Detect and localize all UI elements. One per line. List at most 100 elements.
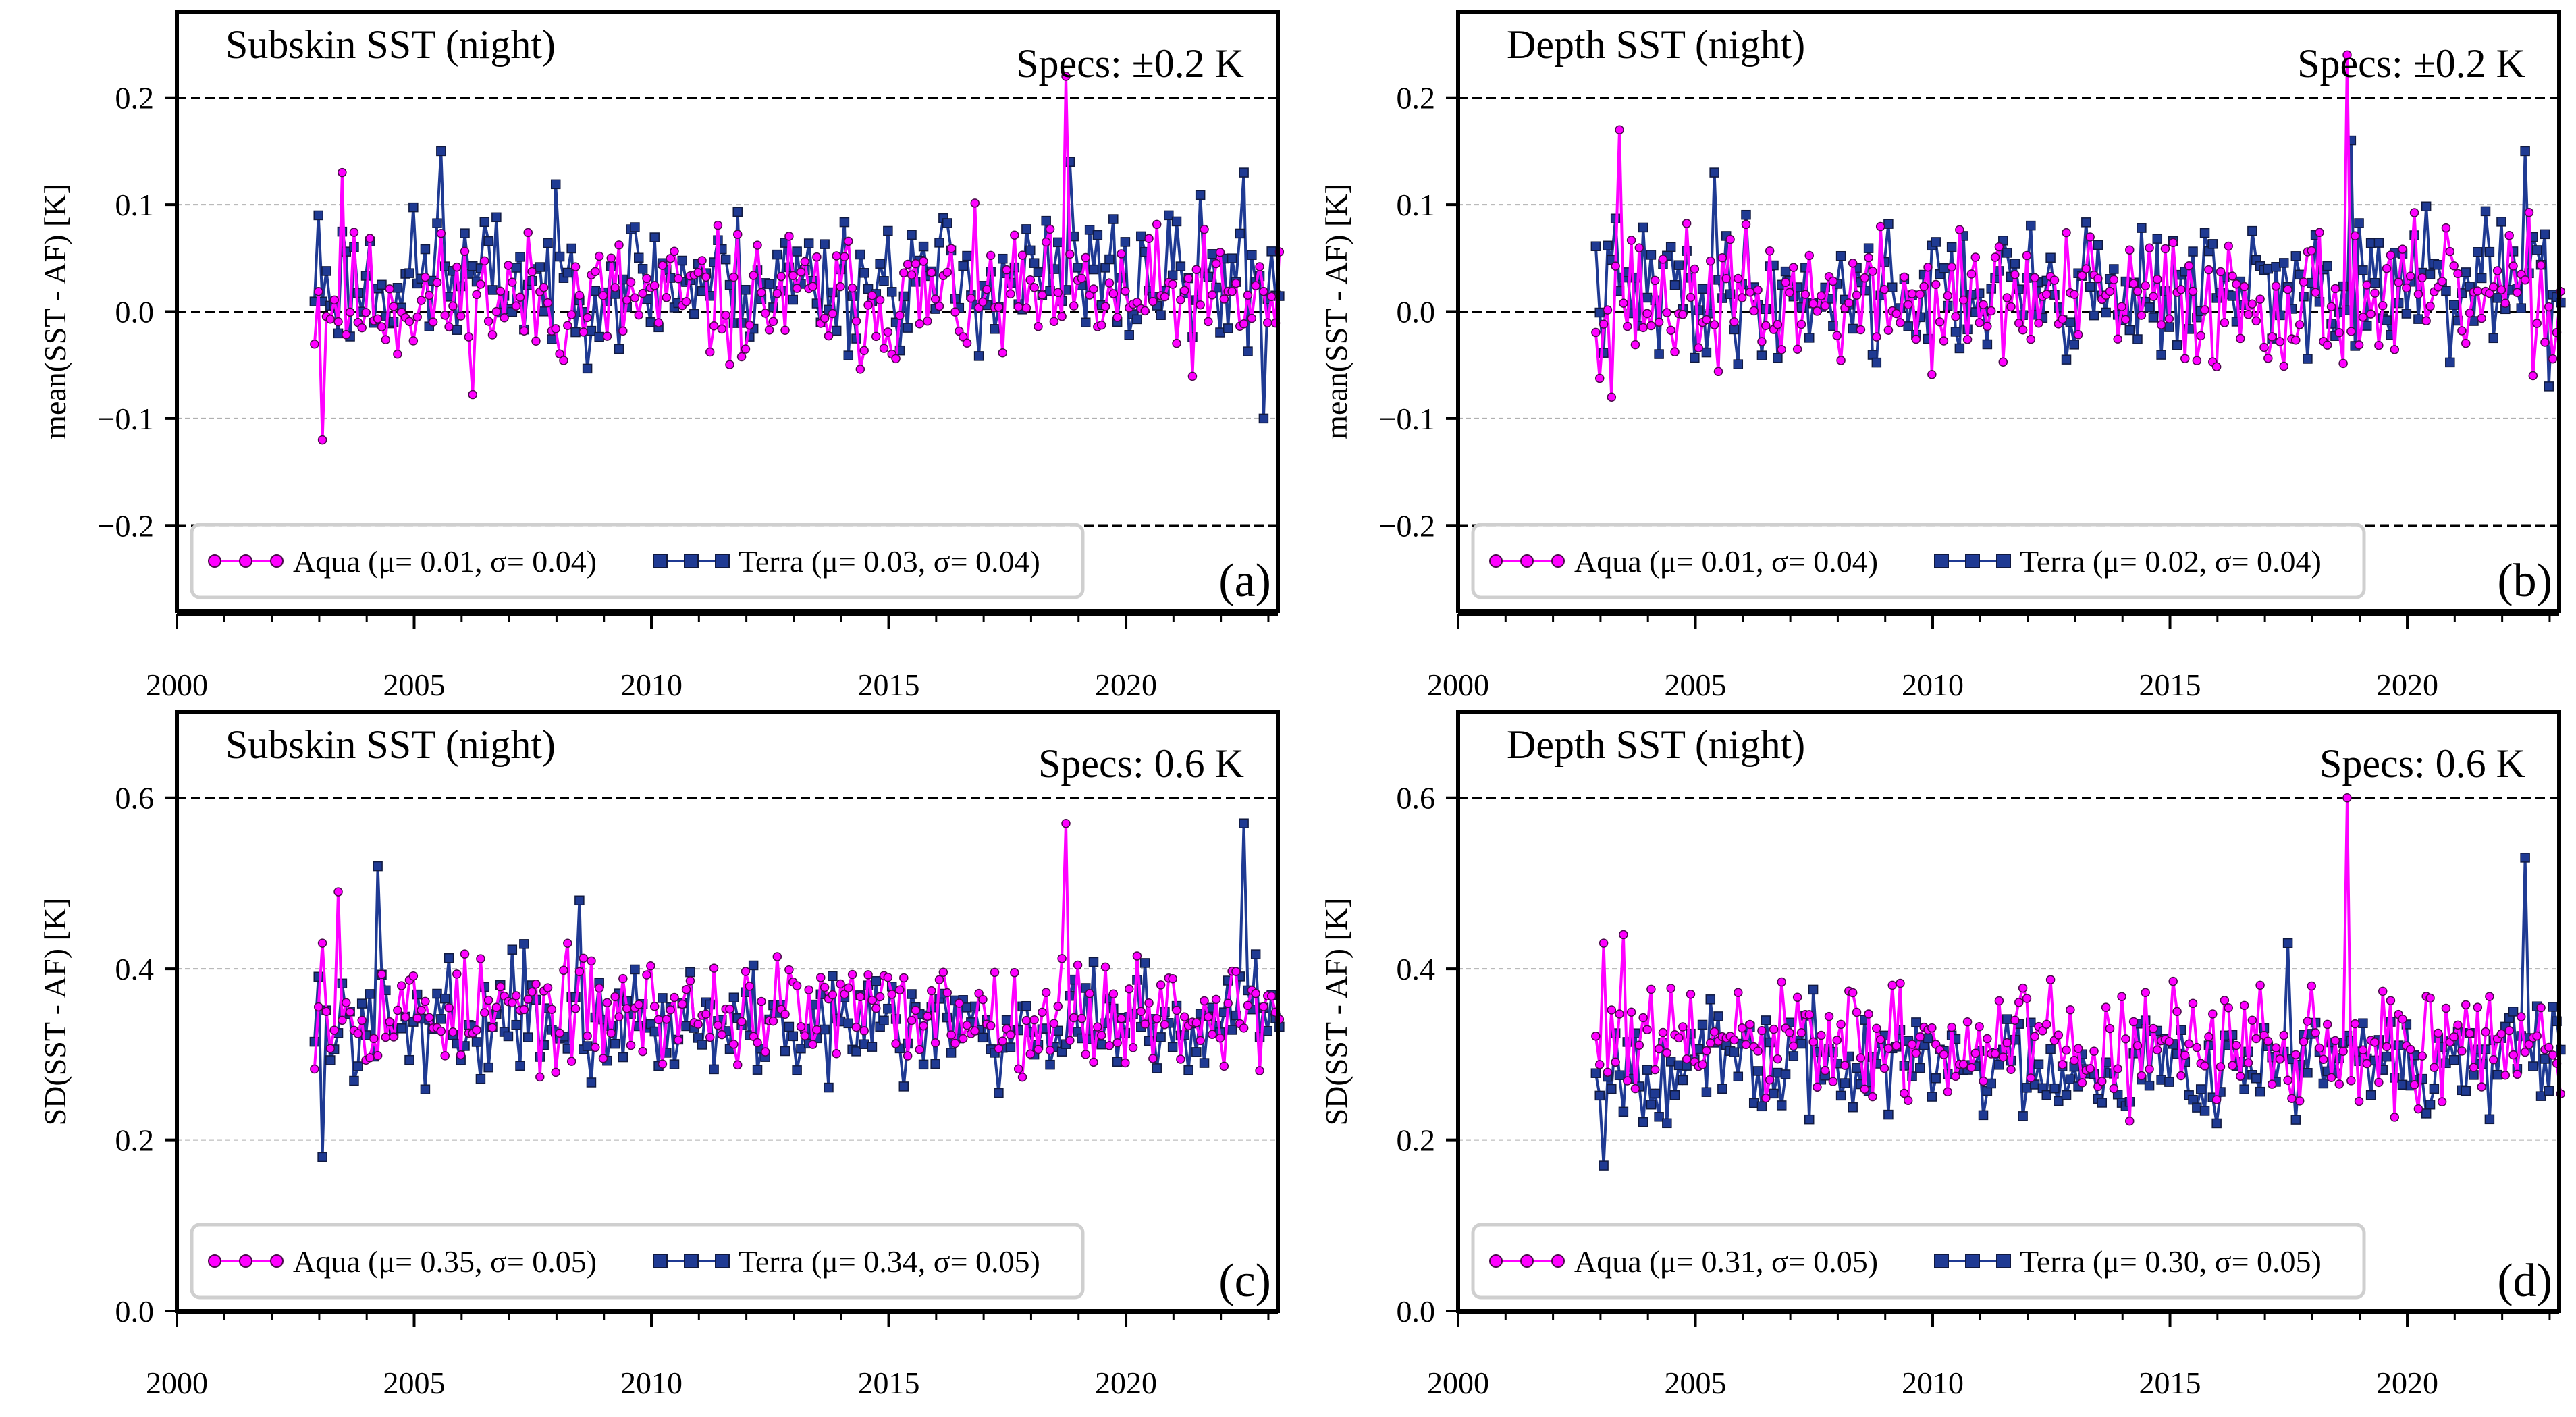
aqua-point: [1211, 994, 1221, 1005]
aqua-point: [649, 1001, 660, 1011]
terra-point: [2303, 354, 2313, 364]
aqua-point: [923, 1011, 932, 1021]
aqua-point: [1927, 1023, 1937, 1033]
aqua-point: [919, 257, 928, 266]
terra-point: [907, 989, 917, 999]
aqua-point: [2105, 286, 2115, 296]
aqua-point: [784, 965, 794, 975]
aqua-point: [1622, 321, 1632, 331]
terra-point: [2528, 1061, 2538, 1071]
aqua-point: [408, 971, 419, 981]
aqua-point: [448, 301, 458, 311]
aqua-point: [2267, 1079, 2277, 1089]
aqua-point: [2488, 282, 2498, 292]
legend-aqua-label: Aqua (μ= 0.01, σ= 0.04): [293, 544, 597, 579]
aqua-point: [1207, 290, 1217, 300]
aqua-point: [2132, 286, 2143, 296]
aqua-point: [760, 1047, 770, 1057]
terra-point: [1191, 1047, 1202, 1057]
aqua-point: [1840, 1061, 1850, 1070]
legend-box: [190, 523, 1085, 599]
aqua-point: [1065, 249, 1075, 259]
terra-point: [483, 236, 493, 246]
y-tick-label: 0.0: [115, 1294, 155, 1329]
aqua-point: [523, 228, 533, 238]
terra-point: [1741, 209, 1751, 220]
aqua-point: [377, 322, 387, 331]
aqua-point: [732, 230, 743, 239]
terra-point: [977, 1032, 988, 1043]
aqua-point: [2524, 207, 2534, 217]
terra-point: [918, 1059, 929, 1070]
aqua-point: [2220, 318, 2230, 327]
terra-point: [2425, 1099, 2436, 1110]
aqua-point: [2500, 1071, 2511, 1080]
aqua-point: [2216, 267, 2226, 277]
aqua-point: [1594, 1060, 1605, 1069]
aqua-point: [476, 279, 485, 289]
terra-point: [2137, 223, 2147, 233]
aqua-point: [1998, 357, 2008, 367]
aqua-point: [400, 1012, 410, 1022]
aqua-point: [658, 1059, 668, 1069]
aqua-point: [1156, 980, 1166, 990]
terra-point: [2469, 316, 2479, 326]
aqua-point: [2243, 310, 2253, 319]
legend-terra-marker: [715, 554, 730, 568]
terra-point: [788, 1031, 799, 1042]
aqua-point: [1611, 1057, 1620, 1067]
aqua-point: [341, 330, 351, 340]
aqua-point: [998, 348, 1007, 358]
aqua-point: [2267, 332, 2277, 342]
terra-point: [1978, 1110, 1989, 1121]
aqua-point: [994, 302, 1004, 312]
terra-point: [630, 222, 640, 232]
aqua-point: [1883, 1044, 1894, 1053]
terra-point: [1053, 237, 1063, 248]
aqua-point: [1179, 1012, 1189, 1022]
aqua-point: [2006, 1065, 2016, 1074]
aqua-point: [2228, 1061, 2237, 1070]
aqua-point: [2204, 265, 2213, 275]
terra-point: [741, 284, 751, 295]
terra-point: [2421, 201, 2432, 212]
aqua-point: [670, 246, 679, 257]
aqua-point: [551, 1067, 560, 1077]
terra-point: [720, 254, 731, 265]
aqua-point: [2128, 279, 2139, 288]
terra-point: [1863, 243, 1874, 253]
aqua-point: [1994, 996, 2004, 1006]
terra-point: [1927, 1092, 1937, 1102]
terra-point: [1678, 1075, 1688, 1086]
aqua-point: [2461, 1000, 2471, 1010]
aqua-point: [1251, 281, 1260, 290]
terra-point: [507, 944, 518, 955]
aqua-point: [535, 1072, 545, 1082]
aqua-point: [934, 975, 944, 984]
y-tick-label: 0.6: [1397, 781, 1436, 816]
aqua-point: [1725, 234, 1735, 244]
aqua-point: [2070, 290, 2079, 299]
aqua-point: [883, 972, 893, 982]
x-tick-label: 2005: [383, 1366, 446, 1400]
aqua-point: [1117, 249, 1126, 259]
aqua-point: [757, 996, 766, 1007]
aqua-point: [487, 330, 498, 340]
aqua-point: [1737, 293, 1747, 302]
aqua-point: [1607, 1005, 1617, 1015]
aqua-point: [638, 288, 647, 298]
y-tick-label: −0.1: [1379, 402, 1435, 436]
terra-point: [436, 1014, 446, 1024]
terra-point: [460, 228, 470, 238]
aqua-point: [436, 228, 446, 238]
aqua-point: [729, 272, 739, 282]
aqua-point: [2354, 1096, 2364, 1106]
terra-point: [1618, 1106, 1629, 1117]
aqua-point: [1872, 332, 1881, 342]
terra-point: [2401, 309, 2412, 319]
terra-point: [511, 263, 521, 273]
aqua-point: [310, 339, 319, 349]
aqua-point: [2330, 284, 2340, 294]
aqua-point: [1852, 1007, 1862, 1017]
spec-label: Specs: ±0.2 K: [2297, 41, 2525, 86]
